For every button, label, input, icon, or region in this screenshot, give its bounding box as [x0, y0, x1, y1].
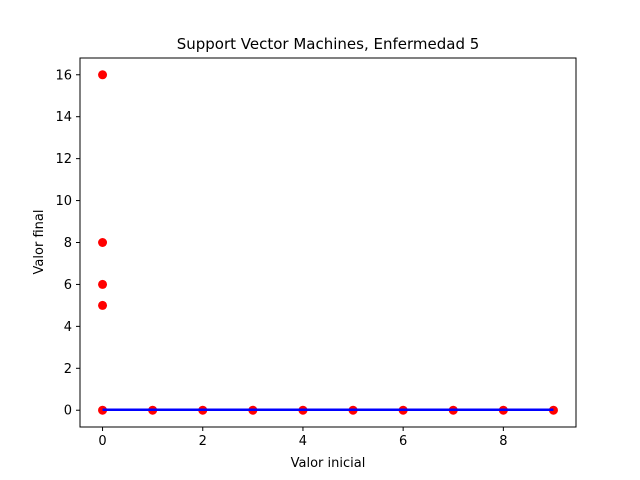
- y-tick-label: 12: [55, 152, 72, 167]
- y-tick-label: 4: [64, 320, 72, 335]
- y-tick-label: 6: [64, 278, 72, 293]
- y-tick-label: 14: [55, 110, 72, 125]
- x-tick-label: 2: [199, 434, 207, 449]
- x-tick-label: 6: [399, 434, 407, 449]
- x-tick-label: 0: [98, 434, 106, 449]
- scatter-point: [98, 279, 108, 289]
- scatter-point: [98, 238, 108, 247]
- y-axis-title: Valor final: [32, 210, 47, 275]
- y-axis: 0 2 4 6 8 10 12 14 16: [55, 68, 80, 419]
- scatter-point: [98, 300, 108, 310]
- y-tick-label: 16: [55, 68, 72, 83]
- x-tick-label: 4: [299, 434, 307, 449]
- y-tick-label: 0: [64, 404, 72, 419]
- x-axis-title: Valor inicial: [291, 456, 366, 471]
- x-axis: 0 2 4 6 8: [98, 427, 507, 449]
- chart-title: Support Vector Machines, Enfermedad 5: [177, 35, 480, 53]
- scatter-point: [98, 70, 108, 80]
- y-tick-label: 2: [64, 362, 72, 377]
- y-tick-label: 10: [55, 194, 72, 209]
- plot-frame: [79, 57, 577, 428]
- x-tick-label: 8: [499, 434, 507, 449]
- y-tick-label: 8: [64, 236, 72, 251]
- plot-area: [98, 70, 558, 415]
